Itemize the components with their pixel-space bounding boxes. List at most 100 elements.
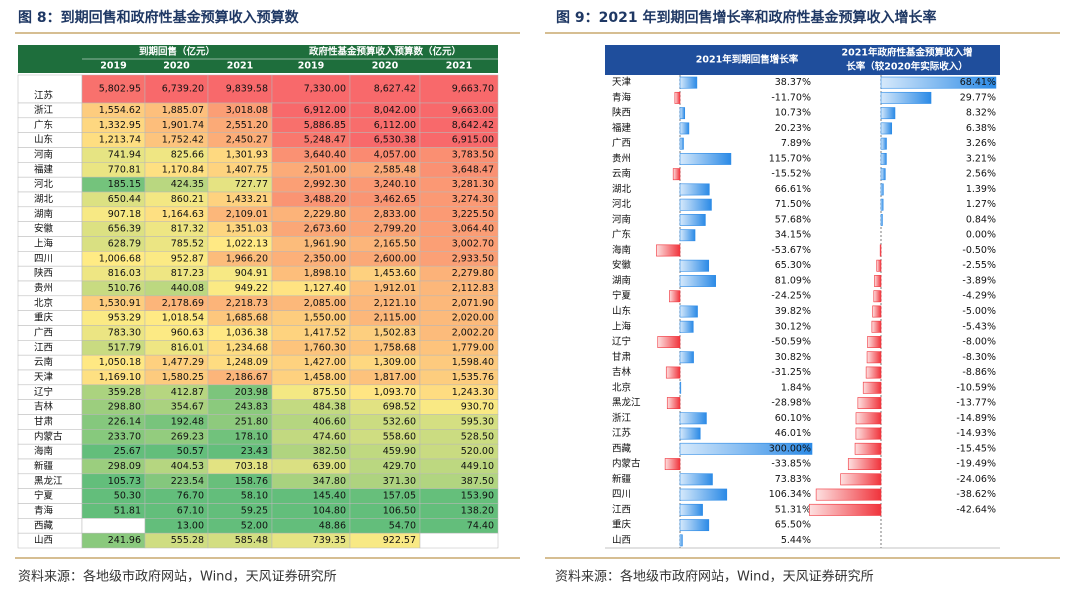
right-title: 图 9：2021 年到期回售增长率和政府性基金预算收入增长率 (556, 9, 936, 26)
data-bar (880, 214, 883, 226)
province: 四川 (34, 253, 53, 264)
value-label: -0.50% (962, 245, 996, 256)
cell-value: 520.00 (461, 446, 494, 457)
data-bar (847, 458, 882, 471)
province: 湖北 (34, 194, 54, 205)
cell-value: 6,112.00 (374, 120, 416, 131)
province: 广东 (34, 119, 53, 131)
value-label: -42.64% (956, 504, 996, 515)
province: 山西 (612, 535, 631, 546)
cell-value: 404.53 (171, 461, 204, 472)
data-bar (679, 107, 686, 120)
cell-value: 628.79 (108, 238, 141, 249)
data-bar (880, 152, 887, 165)
cell-value: 2,673.60 (304, 224, 346, 235)
cell-value: 816.03 (108, 268, 141, 279)
cell-value: 3,640.40 (304, 149, 346, 160)
cell-value: 52.00 (241, 520, 268, 531)
data-bar (672, 168, 681, 181)
province: 湖南 (34, 208, 53, 220)
data-bar (854, 442, 882, 455)
data-bar (679, 351, 694, 364)
cell-value: 67.10 (177, 505, 204, 516)
year-header: 2019 (100, 61, 126, 72)
cell-value: 817.23 (171, 268, 204, 279)
data-bar (679, 229, 696, 242)
cell-value: 1,170.84 (162, 164, 204, 175)
data-bar (874, 275, 882, 287)
cell-value: 1,550.00 (304, 313, 346, 324)
cell-value: 1,427.00 (304, 357, 346, 368)
province: 上海 (612, 320, 632, 332)
cell-value: 58.10 (241, 491, 268, 502)
data-bar (840, 473, 882, 486)
value-label: 81.09% (775, 275, 811, 286)
cell-value: 3,488.20 (304, 194, 346, 205)
cell-value: 528.50 (461, 431, 494, 442)
cell-value: 203.98 (235, 387, 268, 398)
data-bar (679, 152, 732, 165)
data-bar (679, 320, 694, 333)
value-label: 30.82% (775, 352, 811, 363)
value-label: -24.25% (771, 291, 811, 302)
data-bar (871, 320, 882, 333)
value-label: 10.73% (775, 108, 811, 119)
cell (81, 74, 146, 104)
value-label: 8.32% (966, 108, 996, 119)
value-label: 20.23% (775, 123, 811, 134)
cell-value: 429.70 (383, 461, 416, 472)
province: 辽宁 (612, 336, 631, 348)
cell-value: 783.30 (108, 327, 141, 338)
cell-value: 952.87 (171, 253, 204, 264)
province: 云南 (612, 168, 631, 180)
value-label: 51.31% (775, 504, 811, 515)
province: 陕西 (612, 107, 631, 119)
data-bar (809, 503, 882, 516)
province: 吉林 (612, 366, 632, 378)
data-bar (665, 366, 681, 379)
data-bar (679, 198, 712, 211)
cell-value: 3,002.70 (452, 238, 494, 249)
cell-value: 1,213.74 (99, 135, 141, 146)
data-bar (679, 259, 710, 272)
province: 黑龙江 (34, 475, 63, 487)
cell-value: 817.32 (171, 224, 204, 235)
cell-value: 585.48 (235, 535, 268, 546)
data-bar (880, 137, 887, 150)
data-bar (862, 381, 882, 394)
cell-value: 5,802.95 (99, 84, 141, 95)
cell-value: 2,121.10 (374, 298, 416, 309)
value-label: 1.39% (966, 184, 996, 195)
data-bar (679, 214, 706, 226)
cell-value: 3,225.50 (452, 209, 494, 220)
data-bar (679, 503, 703, 516)
left-title: 图 8：到期回售和政府性基金预算收入预算数 (18, 9, 300, 26)
cell-value: 555.28 (171, 535, 204, 546)
province: 北京 (612, 381, 631, 393)
cell-value: 741.94 (108, 149, 141, 160)
cell-value: 2,165.50 (374, 238, 416, 249)
cell-value: 178.10 (235, 431, 268, 442)
province: 内蒙古 (34, 430, 63, 442)
cell-value: 2,186.67 (226, 372, 268, 383)
cell-value: 449.10 (461, 461, 494, 472)
value-label: 65.30% (775, 260, 811, 271)
value-label: 65.50% (775, 520, 811, 531)
cell-value: 656.39 (108, 224, 141, 235)
province: 新疆 (34, 460, 54, 472)
value-label: 106.34% (769, 489, 811, 500)
cell-value: 145.40 (313, 491, 346, 502)
cell-value: 953.29 (108, 313, 141, 324)
cell-value: 1,351.03 (226, 224, 268, 235)
cell-value: 2,109.01 (226, 209, 268, 220)
value-label: -8.30% (962, 352, 996, 363)
value-label: -15.52% (771, 169, 811, 180)
value-label: 66.61% (775, 184, 811, 195)
cell-value: 1,966.20 (226, 253, 268, 264)
province: 广东 (612, 229, 631, 241)
cell (419, 74, 499, 104)
data-bar (880, 91, 932, 104)
data-bar (876, 259, 882, 272)
cell-value: 907.18 (108, 209, 141, 220)
data-bar (857, 397, 882, 409)
